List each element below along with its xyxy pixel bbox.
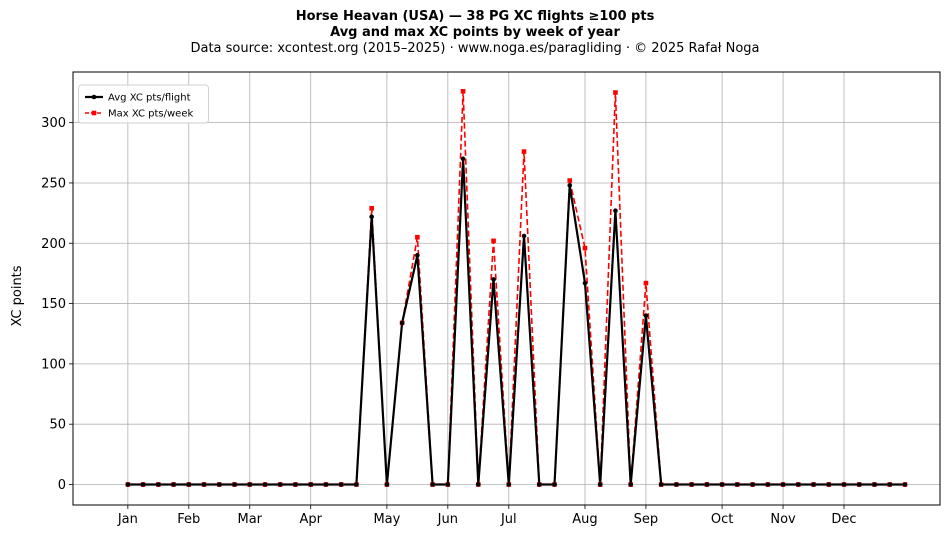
avg-point (735, 482, 740, 487)
y-tick-label: 50 (49, 418, 66, 433)
avg-point (750, 482, 755, 487)
avg-point (582, 280, 588, 286)
max-point (613, 90, 618, 95)
avg-point (826, 482, 832, 487)
avg-point (613, 208, 618, 214)
x-tick-label: Jul (500, 512, 517, 527)
avg-point (597, 482, 603, 487)
avg-point (872, 482, 877, 487)
x-tick-label: Dec (831, 512, 856, 527)
max-point (582, 245, 588, 251)
avg-point (354, 482, 359, 487)
avg-point (171, 482, 176, 487)
chart-source: Data source: xcontest.org (2015–2025) · … (190, 41, 760, 56)
avg-point (841, 482, 847, 487)
avg-point (186, 482, 192, 487)
avg-point (201, 482, 207, 487)
avg-point (491, 277, 496, 282)
avg-point (856, 482, 862, 487)
avg-point (567, 183, 573, 188)
y-tick-label: 250 (41, 176, 66, 191)
x-tick-label: Aug (572, 512, 597, 527)
legend-marker (91, 94, 97, 100)
avg-point (780, 482, 786, 487)
y-tick-label: 150 (41, 297, 66, 312)
legend: Avg XC pts/flight Max XC pts/week (78, 84, 209, 124)
avg-point (308, 482, 314, 487)
legend-label: Max XC pts/week (108, 109, 193, 120)
avg-point (140, 482, 146, 487)
avg-point (552, 482, 557, 487)
y-tick-label: 200 (41, 237, 66, 252)
series-layer (125, 88, 908, 487)
avg-point (430, 482, 435, 487)
x-tick-label: Jun (437, 512, 458, 527)
avg-point (811, 482, 816, 487)
avg-point (156, 482, 161, 487)
y-tick-label: 100 (41, 357, 66, 372)
series-line-avg (127, 157, 905, 486)
legend-marker (91, 110, 97, 116)
y-tick-label: 0 (58, 478, 66, 493)
axis-ticks: Jan Feb Mar Apr May Jun Jul Aug Sep Oct Nov Dec 0 50 1… (41, 116, 856, 527)
x-tick-label: Apr (299, 512, 322, 527)
avg-point (536, 482, 542, 487)
max-point (521, 149, 527, 154)
x-tick-label: Jan (117, 512, 138, 527)
y-axis-label: XC points (10, 265, 25, 326)
chart-subtitle: Avg and max XC points by week of year (330, 25, 620, 40)
avg-point (293, 482, 298, 487)
max-point (643, 280, 649, 286)
x-tick-label: Mar (237, 512, 262, 527)
avg-point (415, 253, 420, 258)
avg-point (262, 482, 268, 487)
avg-point (643, 313, 649, 318)
avg-point (719, 482, 725, 487)
avg-point (216, 482, 222, 487)
legend-box (78, 84, 209, 124)
max-point (415, 234, 420, 240)
avg-point (628, 482, 633, 487)
avg-point (384, 482, 390, 487)
avg-point (887, 482, 893, 487)
avg-point (902, 482, 908, 487)
avg-point (460, 156, 466, 162)
x-tick-label: Nov (770, 512, 796, 527)
avg-point (689, 482, 694, 487)
max-point (491, 238, 496, 244)
avg-point (674, 482, 679, 487)
avg-point (232, 482, 237, 487)
max-point (460, 88, 466, 94)
avg-point (125, 482, 131, 487)
x-tick-label: May (373, 512, 400, 527)
x-tick-label: Sep (634, 512, 659, 527)
max-point (369, 205, 374, 211)
avg-point (445, 482, 451, 487)
avg-point (658, 482, 664, 487)
avg-point (369, 214, 374, 220)
avg-point (476, 482, 481, 487)
legend-label: Avg XC pts/flight (108, 93, 191, 104)
max-point (567, 178, 573, 183)
y-tick-label: 300 (41, 116, 66, 131)
avg-point (323, 482, 329, 487)
avg-point (399, 320, 405, 326)
x-tick-label: Feb (177, 512, 200, 527)
plot-frame (72, 71, 941, 506)
avg-point (277, 482, 283, 487)
avg-point (247, 482, 253, 487)
avg-point (506, 482, 512, 487)
series-line-max (127, 90, 905, 486)
x-tick-label: Oct (711, 512, 733, 527)
avg-point (338, 482, 344, 487)
avg-point (704, 482, 710, 487)
avg-point (521, 233, 527, 239)
chart-title-block: Horse Heavan (USA) — 38 PG XC flights ≥1… (0, 9, 950, 57)
avg-point (795, 482, 801, 487)
chart-title: Horse Heavan (USA) — 38 PG XC flights ≥1… (295, 9, 655, 24)
avg-point (765, 482, 771, 487)
